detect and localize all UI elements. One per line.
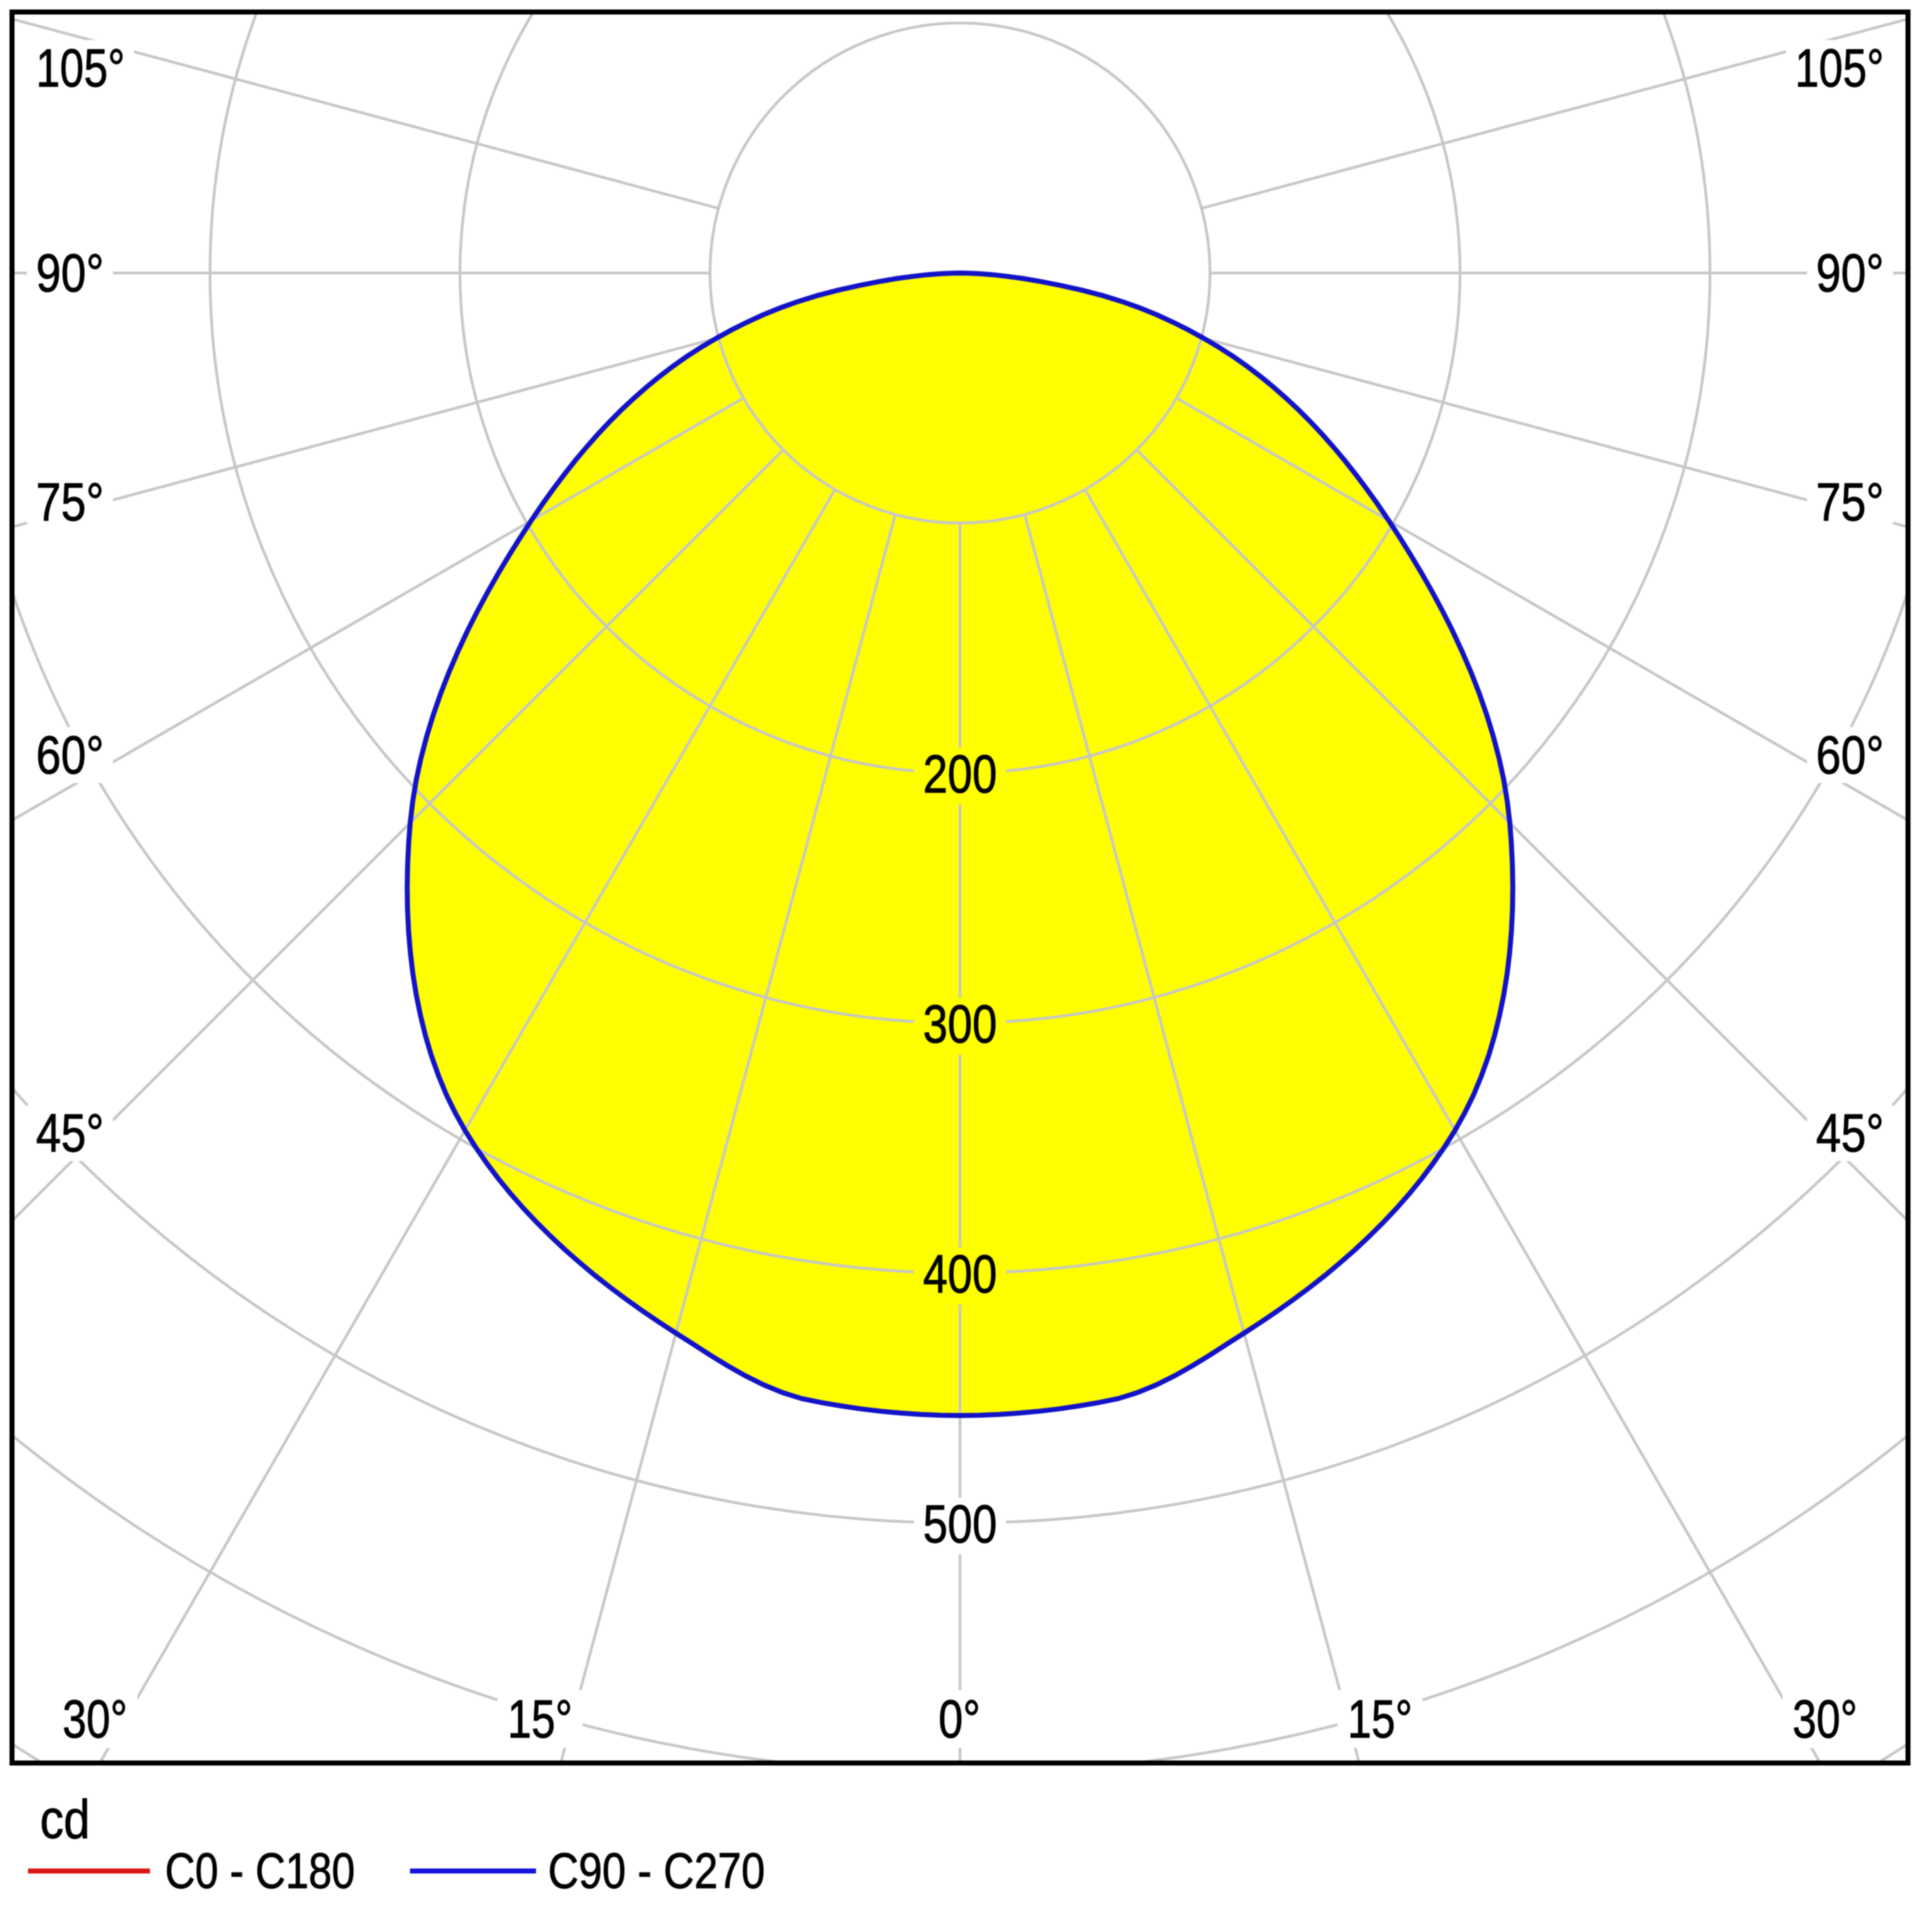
svg-text:cd: cd [40, 1788, 90, 1850]
svg-text:300: 300 [923, 995, 997, 1055]
svg-text:C90 - C270: C90 - C270 [548, 1843, 765, 1899]
svg-text:75°: 75° [36, 473, 104, 533]
svg-text:45°: 45° [1816, 1104, 1884, 1164]
svg-text:60°: 60° [36, 726, 104, 786]
svg-text:15°: 15° [1348, 1690, 1413, 1750]
svg-text:90°: 90° [1816, 244, 1884, 304]
svg-text:0°: 0° [939, 1690, 981, 1750]
svg-text:75°: 75° [1816, 473, 1884, 533]
svg-text:90°: 90° [36, 244, 104, 304]
svg-text:400: 400 [923, 1245, 997, 1305]
svg-text:105°: 105° [1795, 39, 1884, 99]
svg-text:30°: 30° [63, 1690, 128, 1750]
svg-text:45°: 45° [36, 1104, 104, 1164]
svg-text:C0 - C180: C0 - C180 [165, 1843, 355, 1899]
svg-text:200: 200 [923, 745, 997, 805]
svg-text:15°: 15° [508, 1690, 573, 1750]
svg-text:500: 500 [923, 1495, 997, 1555]
svg-text:60°: 60° [1816, 726, 1884, 786]
svg-text:30°: 30° [1793, 1690, 1858, 1750]
svg-text:105°: 105° [36, 39, 125, 99]
